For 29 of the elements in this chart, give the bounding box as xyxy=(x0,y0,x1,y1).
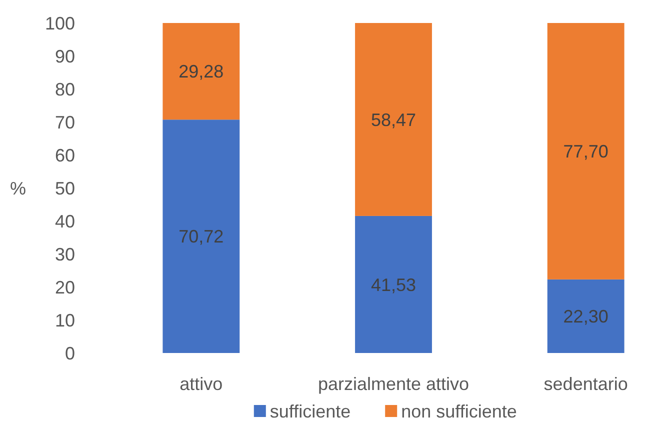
data-label: 70,72 xyxy=(178,226,224,247)
y-tick-label: 30 xyxy=(54,244,75,264)
bar xyxy=(355,216,432,353)
y-tick-label: 70 xyxy=(54,112,75,132)
x-tick-label: sedentario xyxy=(544,374,628,394)
y-tick-label: 90 xyxy=(54,46,75,66)
bar xyxy=(547,279,624,353)
data-label: 41,53 xyxy=(370,274,416,295)
data-label: 29,28 xyxy=(178,62,224,82)
legend-label: sufficiente xyxy=(270,401,351,422)
x-tick-label: parzialmente attivo xyxy=(318,374,470,394)
bar xyxy=(162,120,240,353)
y-tick-label: 100 xyxy=(44,13,75,34)
y-tick-label: 40 xyxy=(54,211,75,232)
data-label: 22,30 xyxy=(563,306,608,327)
x-tick-label: attivo xyxy=(180,374,223,394)
y-axis-title: % xyxy=(10,178,26,198)
bar xyxy=(162,23,240,120)
data-label: 58,47 xyxy=(370,110,416,130)
y-tick-label: 50 xyxy=(54,178,75,198)
y-tick-label: 80 xyxy=(54,79,75,100)
bar xyxy=(355,23,432,216)
legend-label: non sufficiente xyxy=(401,401,517,422)
data-label: 77,70 xyxy=(563,142,608,162)
bar xyxy=(547,23,624,280)
y-tick-label: 0 xyxy=(64,343,75,364)
y-tick-label: 10 xyxy=(54,310,75,330)
y-tick-label: 20 xyxy=(54,277,75,298)
y-tick-label: 60 xyxy=(54,145,75,166)
